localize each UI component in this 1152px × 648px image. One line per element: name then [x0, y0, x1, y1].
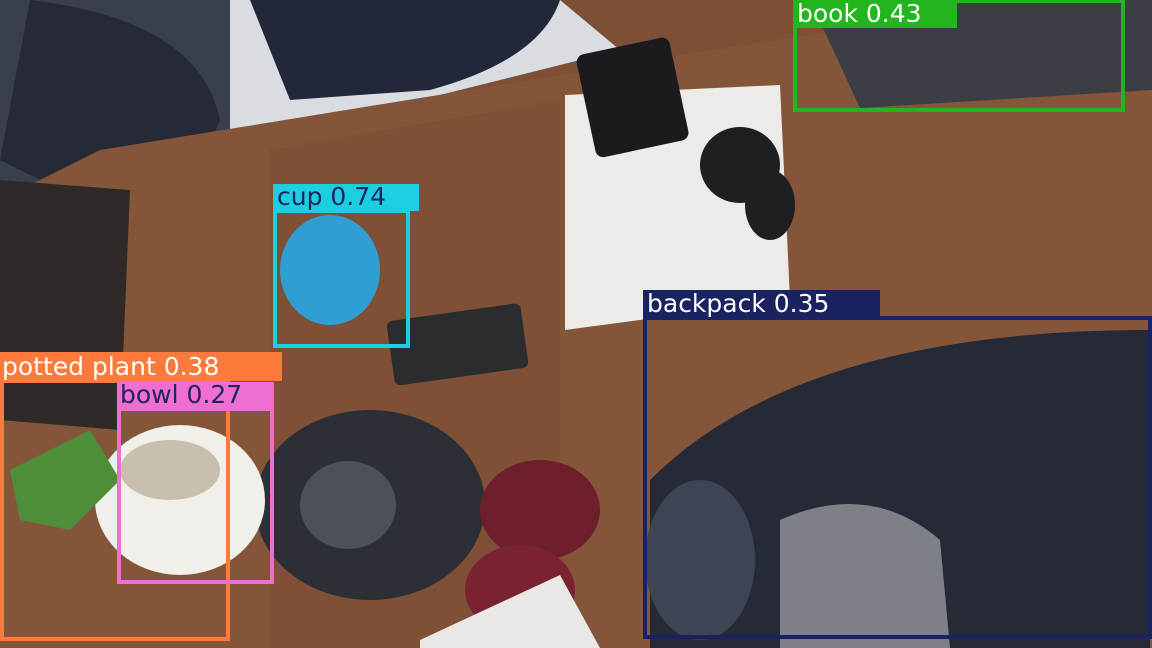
- detection-potted-plant: potted plant 0.38: [0, 352, 282, 641]
- label-background: [273, 184, 419, 211]
- label-background: [0, 352, 282, 381]
- detection-label: potted plant 0.38: [2, 352, 219, 381]
- label-background: [793, 0, 957, 28]
- bounding-box: [643, 316, 1152, 639]
- detection-bowl: bowl 0.27: [117, 380, 274, 584]
- bounding-box: [793, 0, 1125, 112]
- label-background: [117, 382, 274, 409]
- detection-label: backpack 0.35: [647, 289, 829, 318]
- detection-label: bowl 0.27: [120, 380, 242, 409]
- detection-cup: cup 0.74: [273, 182, 419, 348]
- label-background: [643, 290, 880, 318]
- detection-book: book 0.43: [793, 0, 1125, 112]
- detection-label: cup 0.74: [277, 182, 386, 211]
- detection-backpack: backpack 0.35: [643, 289, 1152, 639]
- detection-label: book 0.43: [797, 0, 922, 28]
